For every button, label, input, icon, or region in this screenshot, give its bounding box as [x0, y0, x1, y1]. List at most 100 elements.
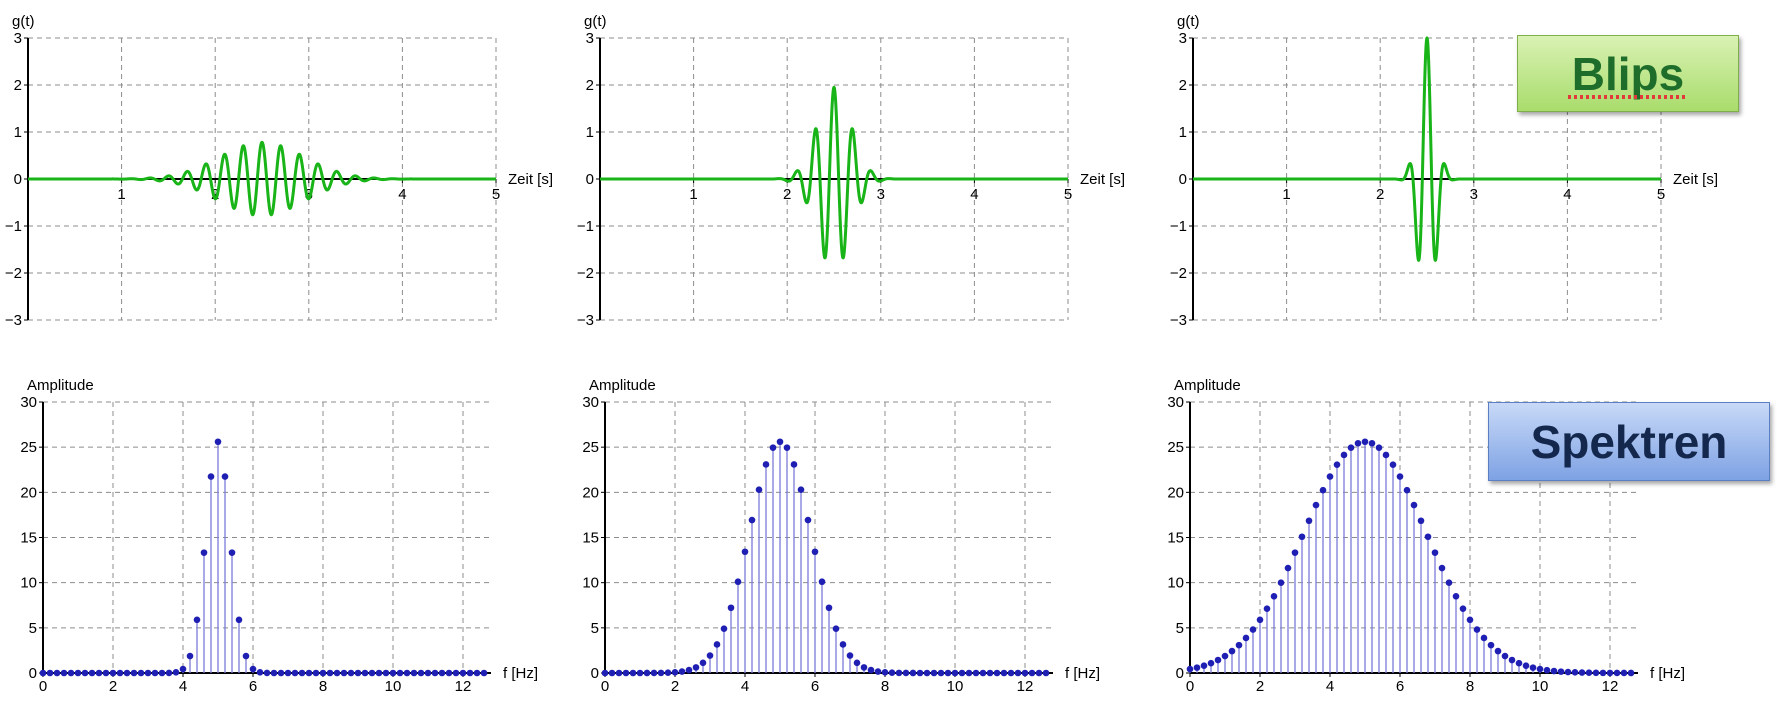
y-axis-label: g(t) — [12, 13, 35, 30]
x-tick-label: 8 — [1466, 678, 1474, 695]
spectrum-point — [375, 669, 383, 677]
x-axis-label: Zeit [s] — [508, 171, 553, 188]
y-tick-label: 0 — [1179, 171, 1187, 188]
spectrum-point — [860, 664, 868, 671]
y-tick-label: 20 — [1167, 484, 1184, 501]
y-tick-label: 2 — [14, 77, 22, 94]
spectrum-point — [151, 669, 159, 677]
spectrum-point — [1193, 664, 1201, 671]
x-tick-label: 1 — [117, 186, 125, 203]
spectrum-point — [972, 669, 980, 677]
y-tick-label: 25 — [1167, 439, 1184, 456]
spectrum-point — [165, 669, 173, 677]
spectrum-point — [1466, 616, 1474, 624]
y-tick-label: 1 — [1179, 124, 1187, 141]
spectrum-point — [958, 669, 966, 677]
spectrum-point — [1480, 634, 1488, 642]
spectrum-point — [354, 669, 362, 677]
spectrum-point — [1613, 669, 1621, 677]
spectrum-point — [88, 669, 96, 677]
y-axis-label: g(t) — [1177, 13, 1200, 30]
spectrum-point — [1354, 439, 1362, 447]
y-tick-label: −2 — [577, 265, 594, 282]
spectrum-point — [790, 461, 798, 468]
y-tick-label: −3 — [577, 312, 594, 329]
spectrum-point — [172, 669, 180, 676]
spectrum-point — [902, 669, 910, 677]
spectrum-point — [825, 604, 833, 612]
x-tick-label: 8 — [881, 678, 889, 695]
spectrum-point — [1298, 533, 1306, 541]
spectrum-point — [200, 549, 208, 556]
spectrum-point — [832, 625, 840, 633]
spectrum-point — [895, 669, 903, 677]
x-tick-label: 6 — [811, 678, 819, 695]
spectrum-point — [1382, 451, 1390, 459]
y-tick-label: −1 — [1170, 218, 1187, 235]
spectrum-point — [298, 669, 306, 677]
spectrum-point — [762, 461, 770, 468]
spectrum-point — [193, 616, 201, 624]
spectrum-point — [235, 616, 243, 624]
spectrum-point — [137, 669, 145, 677]
spectrum-point — [389, 669, 397, 677]
y-tick-label: 15 — [20, 530, 37, 547]
y-tick-label: 5 — [29, 620, 37, 637]
y-tick-label: 0 — [591, 665, 599, 682]
spectrum-point — [720, 625, 728, 633]
spectrum-point — [109, 669, 117, 677]
spectrum-point — [804, 516, 812, 524]
spectrum-point — [1522, 662, 1530, 669]
spectrum-point — [403, 669, 411, 677]
spectrum-point — [1375, 444, 1383, 452]
x-tick-label: 10 — [385, 678, 402, 695]
spectrum-point — [1515, 659, 1523, 667]
spectrum-point — [741, 548, 749, 556]
spectrum-point — [1249, 626, 1257, 633]
spectrum-point — [186, 652, 194, 660]
y-tick-label: 25 — [582, 439, 599, 456]
y-tick-label: 15 — [582, 530, 599, 547]
spectrum-point — [1305, 517, 1313, 525]
spectrum-point — [1340, 451, 1348, 459]
spectrum-point — [1333, 461, 1341, 468]
x-axis-label: f [Hz] — [1065, 665, 1100, 682]
spectrum-point — [1200, 662, 1208, 669]
spectrum-point — [144, 669, 152, 677]
spectrum-point — [1403, 486, 1411, 494]
spectrum-point — [1221, 652, 1229, 660]
y-tick-label: 10 — [582, 575, 599, 592]
spectrum-point — [130, 669, 138, 677]
spectrum-point — [207, 473, 215, 480]
y-tick-label: 20 — [20, 484, 37, 501]
signal-line — [598, 85, 1070, 260]
spectrum-point — [452, 669, 460, 677]
spectrum-point — [608, 669, 616, 677]
x-axis-label: f [Hz] — [1650, 665, 1685, 682]
spectrum-point — [242, 652, 250, 660]
x-axis-label: f [Hz] — [503, 665, 538, 682]
spectrum-point — [382, 669, 390, 677]
spectrum-point — [410, 669, 418, 677]
spectrum-point — [1007, 669, 1015, 677]
x-tick-label: 10 — [947, 678, 964, 695]
spectrum-point — [1543, 666, 1551, 674]
spectrum-point — [1035, 669, 1043, 677]
spectrum-point — [874, 668, 882, 675]
spectrum-point — [326, 669, 334, 677]
spectrum-point — [1396, 473, 1404, 480]
spectrum-point — [671, 669, 679, 676]
spectrum-point — [727, 604, 735, 612]
spectrum-point — [256, 669, 264, 676]
y-tick-label: −1 — [577, 218, 594, 235]
spectrum-point — [685, 666, 693, 674]
spectrum-point — [944, 669, 952, 677]
spectrum-point — [249, 665, 257, 673]
spectrum-point — [1410, 501, 1418, 509]
spectrum-point — [74, 669, 82, 677]
y-tick-label: 20 — [582, 484, 599, 501]
spectrum-point — [1564, 668, 1572, 676]
x-tick-label: 10 — [1532, 678, 1549, 695]
y-axis-label: Amplitude — [27, 377, 94, 394]
